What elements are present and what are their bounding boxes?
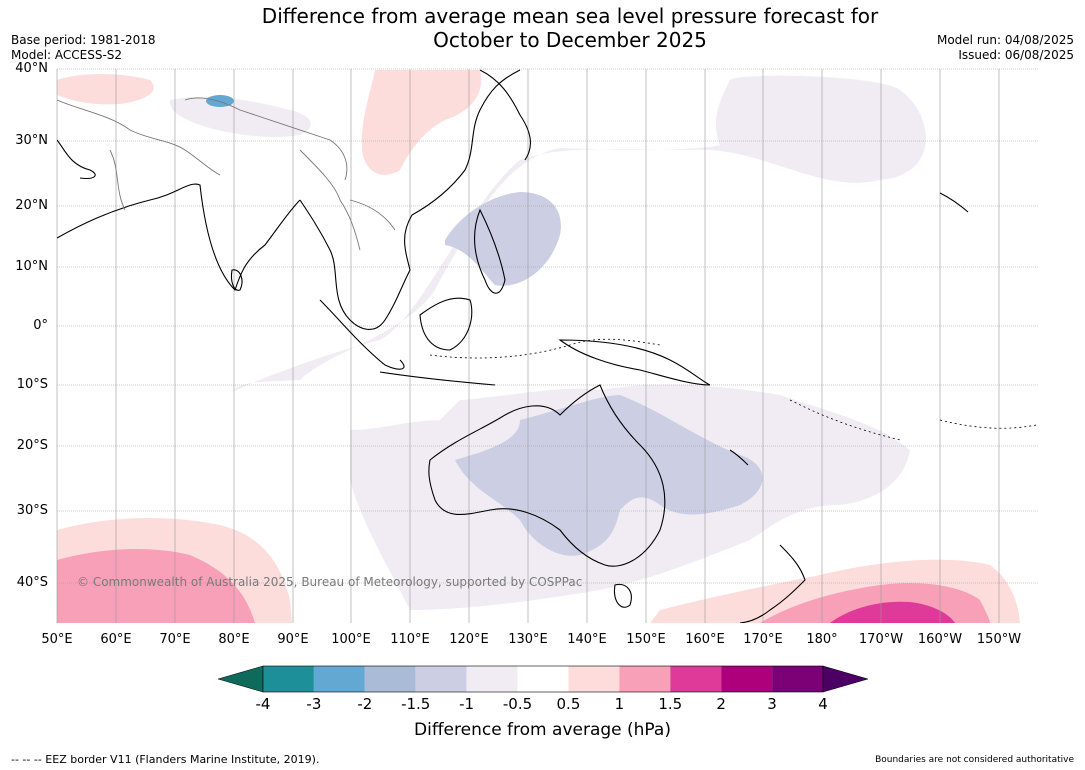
- copyright-notice: © Commonwealth of Australia 2025, Bureau…: [77, 575, 583, 589]
- coast-borneo: [419, 297, 473, 351]
- colorbar-tick-label: -0.5: [502, 695, 533, 713]
- map-title: Difference from average mean sea level p…: [0, 4, 1085, 52]
- lat-label-20n: 20°N: [15, 198, 48, 213]
- lat-label-30s: 30°S: [16, 503, 48, 518]
- coast-hawaii: [939, 192, 969, 213]
- lon-label-170w: 170°W: [858, 632, 904, 647]
- field-moderate-negative-philippines: [445, 192, 561, 286]
- lon-label-90e: 90°E: [277, 632, 309, 647]
- colorbar-tick-label: -2: [357, 695, 373, 713]
- graticule: [56, 68, 1038, 623]
- model-name: Model: ACCESS-S2: [11, 48, 123, 62]
- lat-label-0: 0°: [33, 318, 48, 333]
- lat-label-30n: 30°N: [15, 133, 48, 148]
- coast-tasmania: [613, 583, 632, 608]
- colorbar-tick-label: 1: [614, 695, 625, 713]
- eez-legend-note: -- -- -- EEZ border V11 (Flanders Marine…: [11, 753, 320, 766]
- colorbar-tick-label: -3: [306, 695, 322, 713]
- coast-japan: [479, 69, 531, 161]
- national-borders: [57, 97, 396, 251]
- colorbar-tick-label: -1.5: [401, 695, 431, 713]
- coastlines: [57, 69, 969, 623]
- lat-label-10n: 10°N: [15, 259, 48, 274]
- coast-australia: [428, 384, 666, 567]
- lat-label-10s: 10°S: [16, 377, 48, 392]
- lon-label-100e: 100°E: [331, 632, 371, 647]
- colorbar-tick-label: 1.5: [658, 695, 683, 713]
- colorbar-label: Difference from average (hPa): [414, 720, 671, 740]
- colorbar-tick-label: 0.5: [556, 695, 581, 713]
- lat-label-40s: 40°S: [16, 575, 48, 590]
- field-weak-positive-china: [361, 70, 482, 175]
- lon-label-60e: 60°E: [100, 632, 132, 647]
- lon-label-160e: 160°E: [685, 632, 725, 647]
- coast-seasia: [299, 69, 521, 330]
- lon-label-150w: 150°W: [976, 632, 1022, 647]
- lon-label-180: 180°: [806, 632, 838, 647]
- model-run: Model run: 04/08/2025: [936, 33, 1074, 47]
- lon-label-140e: 140°E: [567, 632, 607, 647]
- lon-label-70e: 70°E: [159, 632, 191, 647]
- colorbar-tick-label: 3: [767, 695, 777, 713]
- colorbar-tick-label: -1: [459, 695, 475, 713]
- lon-label-50e: 50°E: [41, 632, 73, 647]
- coast-sumatra: [319, 299, 405, 370]
- lon-label-120e: 120°E: [449, 632, 489, 647]
- meta-left: Base period: 1981-2018 Model: ACCESS-S2: [11, 33, 156, 63]
- coast-new-caledonia: [729, 449, 749, 466]
- colorbar-tick-label: 4: [818, 695, 828, 713]
- boundary-disclaimer: Boundaries are not considered authoritat…: [875, 755, 1074, 765]
- coast-new-guinea: [558, 339, 711, 386]
- lat-label-20s: 20°S: [16, 438, 48, 453]
- lon-label-150e: 150°E: [626, 632, 666, 647]
- coast-sri-lanka: [230, 269, 243, 291]
- colorbar-tick-label: 2: [716, 695, 726, 713]
- coast-arabia: [57, 139, 96, 179]
- base-period: Base period: 1981-2018: [11, 33, 156, 47]
- coast-india: [57, 183, 301, 292]
- field-weak-negative-north: [169, 96, 311, 137]
- title-line-1: Difference from average mean sea level p…: [261, 4, 879, 28]
- coast-philippines: [474, 208, 506, 294]
- issued-date: Issued: 06/08/2025: [958, 48, 1074, 62]
- title-line-2: October to December 2025: [433, 28, 707, 52]
- lat-label-40n: 40°N: [15, 61, 48, 76]
- coast-java: [379, 371, 496, 386]
- lon-label-160w: 160°W: [917, 632, 963, 647]
- meta-right: Model run: 04/08/2025 Issued: 06/08/2025: [937, 33, 1074, 63]
- field-weak-positive-nw: [57, 74, 154, 105]
- lon-label-170e: 170°E: [743, 632, 783, 647]
- lon-label-130e: 130°E: [508, 632, 548, 647]
- eez-borders: [429, 338, 1037, 441]
- coast-new-zealand: [739, 544, 806, 623]
- field-strong-positive-southeast: [830, 601, 955, 623]
- lon-label-110e: 110°E: [390, 632, 430, 647]
- field-moderate-positive-southwest: [57, 548, 255, 623]
- lon-label-80e: 80°E: [218, 632, 250, 647]
- colorbar-tick-label: -4: [255, 695, 271, 713]
- field-moderate-negative-australia: [455, 395, 763, 556]
